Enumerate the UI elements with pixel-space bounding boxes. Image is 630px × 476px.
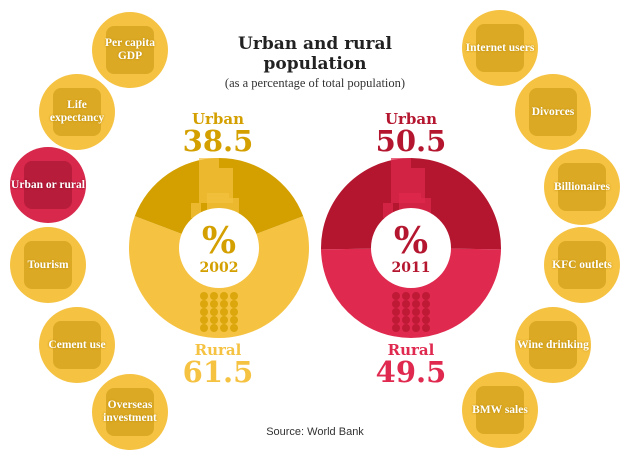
topic-label: Billionaires [553,180,611,193]
rural-label-2002: Rural [194,341,242,359]
cement-truck-icon [53,321,101,369]
rural-label-2011: Rural [387,341,435,359]
chart-subtitle: (as a percentage of total population) [224,76,406,90]
wheat-icon [392,292,430,332]
rural-value-2002: 61.5 [182,355,254,389]
topic-label: Tourism [27,258,69,271]
topic-label: BMW sales [472,403,528,416]
topic-wine-drinking[interactable]: Wine drinking [515,307,591,383]
percent-symbol: % [394,220,428,262]
urban-label-2002: Urban [191,110,245,128]
topic-internet-users[interactable]: Internet users [462,10,538,86]
couple-icon [529,88,577,136]
city-icon [191,158,239,218]
topic-label: Internet users [465,41,535,54]
globe-icon [106,388,154,436]
year-label: 2002 [200,260,239,276]
center-hole-2002 [179,208,259,288]
topic-kfc-outlets[interactable]: KFC outlets [544,227,620,303]
topic-bmw-sales[interactable]: BMW sales [462,372,538,448]
topic-label: Urban or rural [11,178,85,191]
topic-cement-use[interactable]: Cement use [39,307,115,383]
topic-divorces[interactable]: Divorces [515,74,591,150]
topic-label: Wine drinking [517,338,589,351]
plane-palm-icon [24,241,72,289]
topic-overseas-investment[interactable]: Overseas investment [92,374,168,450]
urban-value-2011: 50.5 [375,124,447,158]
rural-slice-2011 [321,248,501,339]
urban-label-2011: Urban [384,110,438,128]
center-hole-2011 [371,208,451,288]
chart-title: Urban and rural population [238,34,392,74]
car-icon [476,386,524,434]
rural-value-2011: 49.5 [375,355,447,389]
topic-per-capita-gdp[interactable]: Per capita GDP [92,12,168,88]
person-icon [106,26,154,74]
urban-value-2002: 38.5 [182,124,254,158]
topic-label: Life expectancy [49,99,105,124]
topic-urban-or-rural[interactable]: Urban or rural [10,147,86,223]
baby-icon [53,88,101,136]
percent-symbol: % [202,220,236,262]
topic-label: Cement use [48,338,106,351]
city-icon [24,161,72,209]
wheat-icon [200,292,238,332]
topic-label: Divorces [531,105,575,118]
source-note: Source: World Bank [266,426,364,438]
year-label: 2011 [392,260,431,276]
topic-label: Overseas investment [103,399,157,424]
laptop-icon [476,24,524,72]
money-stack-icon [558,163,606,211]
chicken-icon [558,241,606,289]
topic-label: Per capita GDP [105,37,155,62]
topic-life-expectancy[interactable]: Life expectancy [39,74,115,150]
wine-bottle-icon [529,321,577,369]
topic-billionaires[interactable]: Billionaires [544,149,620,225]
topic-tourism[interactable]: Tourism [10,227,86,303]
topic-label: KFC outlets [552,258,612,271]
